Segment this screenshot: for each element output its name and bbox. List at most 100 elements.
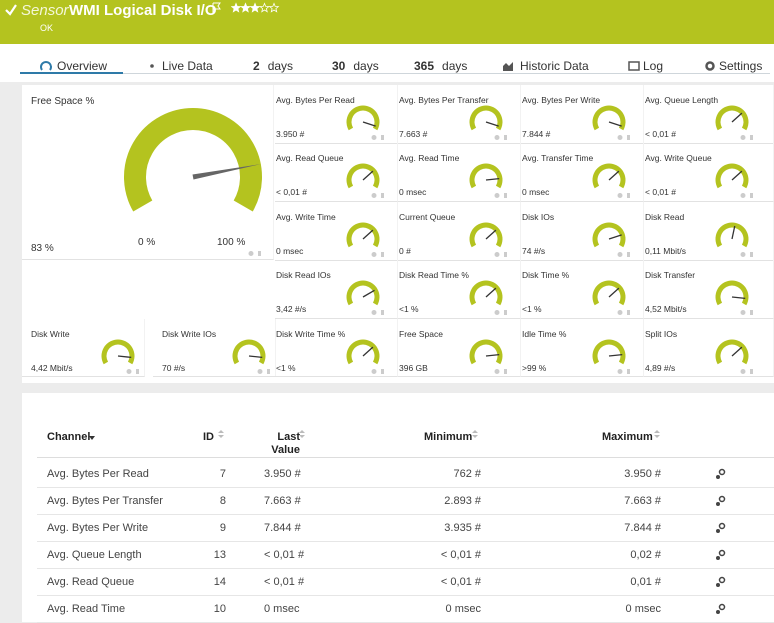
table-cell: 0,02 # <box>630 549 661 561</box>
icon <box>257 369 263 374</box>
tab-number: 2 <box>253 59 260 73</box>
gauge-arc <box>346 339 380 365</box>
icon <box>718 468 726 476</box>
gauge-needle <box>485 229 497 240</box>
tab[interactable]: 30 days <box>332 59 379 73</box>
gauge-needle <box>608 170 620 181</box>
gauge-label: Avg. Bytes Per Read <box>276 95 355 105</box>
icon <box>628 61 640 71</box>
icon <box>740 369 746 374</box>
main-gauge-cell: Free Space % 83 % 0 % 100 % <box>22 85 274 260</box>
tab[interactable]: Overview <box>57 59 107 73</box>
gauge-arc <box>469 222 503 248</box>
column-header[interactable]: Maximum <box>602 431 653 443</box>
gauge-value: 4,52 Mbit/s <box>645 304 687 314</box>
tab[interactable]: Log <box>643 59 663 73</box>
gauge-icons <box>740 193 753 198</box>
gauge-needle <box>731 296 746 300</box>
icon <box>371 252 377 257</box>
row-action-icon[interactable] <box>714 522 726 534</box>
gauge-needle <box>192 164 261 180</box>
icon <box>371 193 377 198</box>
column-header[interactable]: Channel <box>47 431 91 443</box>
gauge-label: Disk Transfer <box>645 270 696 280</box>
table-cell: < 0,01 # <box>264 549 305 561</box>
gauge-value: < 0,01 # <box>645 187 676 197</box>
gauge-needle <box>362 121 376 127</box>
gauge <box>592 222 626 248</box>
gauge-arc <box>469 163 503 189</box>
icon <box>504 369 507 374</box>
gauge-value: 4,42 Mbit/s <box>31 363 73 373</box>
table-cell: 10 <box>213 603 226 615</box>
row-action-icon[interactable] <box>714 495 726 507</box>
icon <box>494 135 500 140</box>
icon <box>40 61 52 71</box>
table-cell: 7.663 # <box>624 495 661 507</box>
gauge <box>715 163 749 189</box>
icon <box>718 576 726 584</box>
gauge-icons <box>494 252 507 257</box>
gauge-arc <box>592 222 626 248</box>
column-header[interactable]: Minimum <box>424 431 473 443</box>
gauge-cell: Avg. Write Queue < 0,01 # <box>644 143 774 202</box>
gauge-icons <box>617 193 630 198</box>
gauge-needle <box>117 355 132 359</box>
tab-label: Settings <box>719 59 763 73</box>
gauge-icons <box>740 252 753 257</box>
gauge-panel: Free Space % 83 % 0 % 100 % Avg. Bytes Per R… <box>22 85 774 383</box>
tab[interactable]: Historic Data <box>520 59 589 73</box>
gauge-cell: Idle Time % >99 % <box>521 319 644 377</box>
header-bar: Sensor WMI Logical Disk I/O OK <box>0 0 774 44</box>
table-cell: Avg. Read Queue <box>47 576 135 588</box>
gauge-icons <box>740 310 753 315</box>
icon <box>617 310 623 315</box>
gauge-cell: Disk Read Time % <1 % <box>398 260 521 319</box>
icon <box>627 310 630 315</box>
tab[interactable]: Settings <box>719 59 762 73</box>
column-header[interactable]: ID <box>203 431 214 443</box>
icon <box>267 369 270 374</box>
icon <box>371 369 377 374</box>
row-action-icon[interactable] <box>714 576 726 588</box>
stars <box>230 2 280 13</box>
table-cell: 14 <box>213 576 226 588</box>
gauge-value: 0 # <box>399 246 411 256</box>
gauge-needle <box>485 177 500 181</box>
icon <box>494 310 500 315</box>
row-action-icon[interactable] <box>714 549 726 561</box>
gauge-label: Avg. Write Queue <box>645 153 712 163</box>
row-action-icon[interactable] <box>714 603 726 615</box>
gauge-arc <box>715 105 749 131</box>
tab[interactable]: 365 days <box>414 59 467 73</box>
tab-number: 365 <box>414 59 435 73</box>
table-cell: Avg. Bytes Per Read <box>47 468 149 480</box>
tab-icon <box>40 61 52 71</box>
icon <box>503 62 513 71</box>
gauge-value: 4,89 #/s <box>645 363 676 373</box>
icon <box>381 135 384 140</box>
gauge <box>346 280 380 306</box>
gauge-cell: Avg. Transfer Time 0 msec <box>521 143 644 202</box>
row-action-icon[interactable] <box>714 468 726 480</box>
sort-arrow <box>654 430 660 433</box>
gauge-cell: Avg. Bytes Per Transfer 7.663 # <box>398 85 521 144</box>
gauge <box>715 222 749 248</box>
table-cell: 9 <box>219 522 226 534</box>
icon <box>504 252 507 257</box>
column-header[interactable]: Last Value <box>271 431 300 456</box>
gauge-needle <box>248 355 263 359</box>
icon <box>248 251 254 256</box>
gauge-label: Idle Time % <box>522 329 567 339</box>
tab[interactable]: Live Data <box>162 59 213 73</box>
tab[interactable]: 2 days <box>253 59 293 73</box>
icon <box>740 135 746 140</box>
gauge <box>469 105 503 131</box>
icon <box>381 369 384 374</box>
icon <box>740 310 746 315</box>
gauge-needle <box>608 234 622 240</box>
gauge-value: >99 % <box>522 363 547 373</box>
tab-icon <box>503 62 513 71</box>
gauge <box>592 105 626 131</box>
tab-label: Live Data <box>162 59 213 73</box>
